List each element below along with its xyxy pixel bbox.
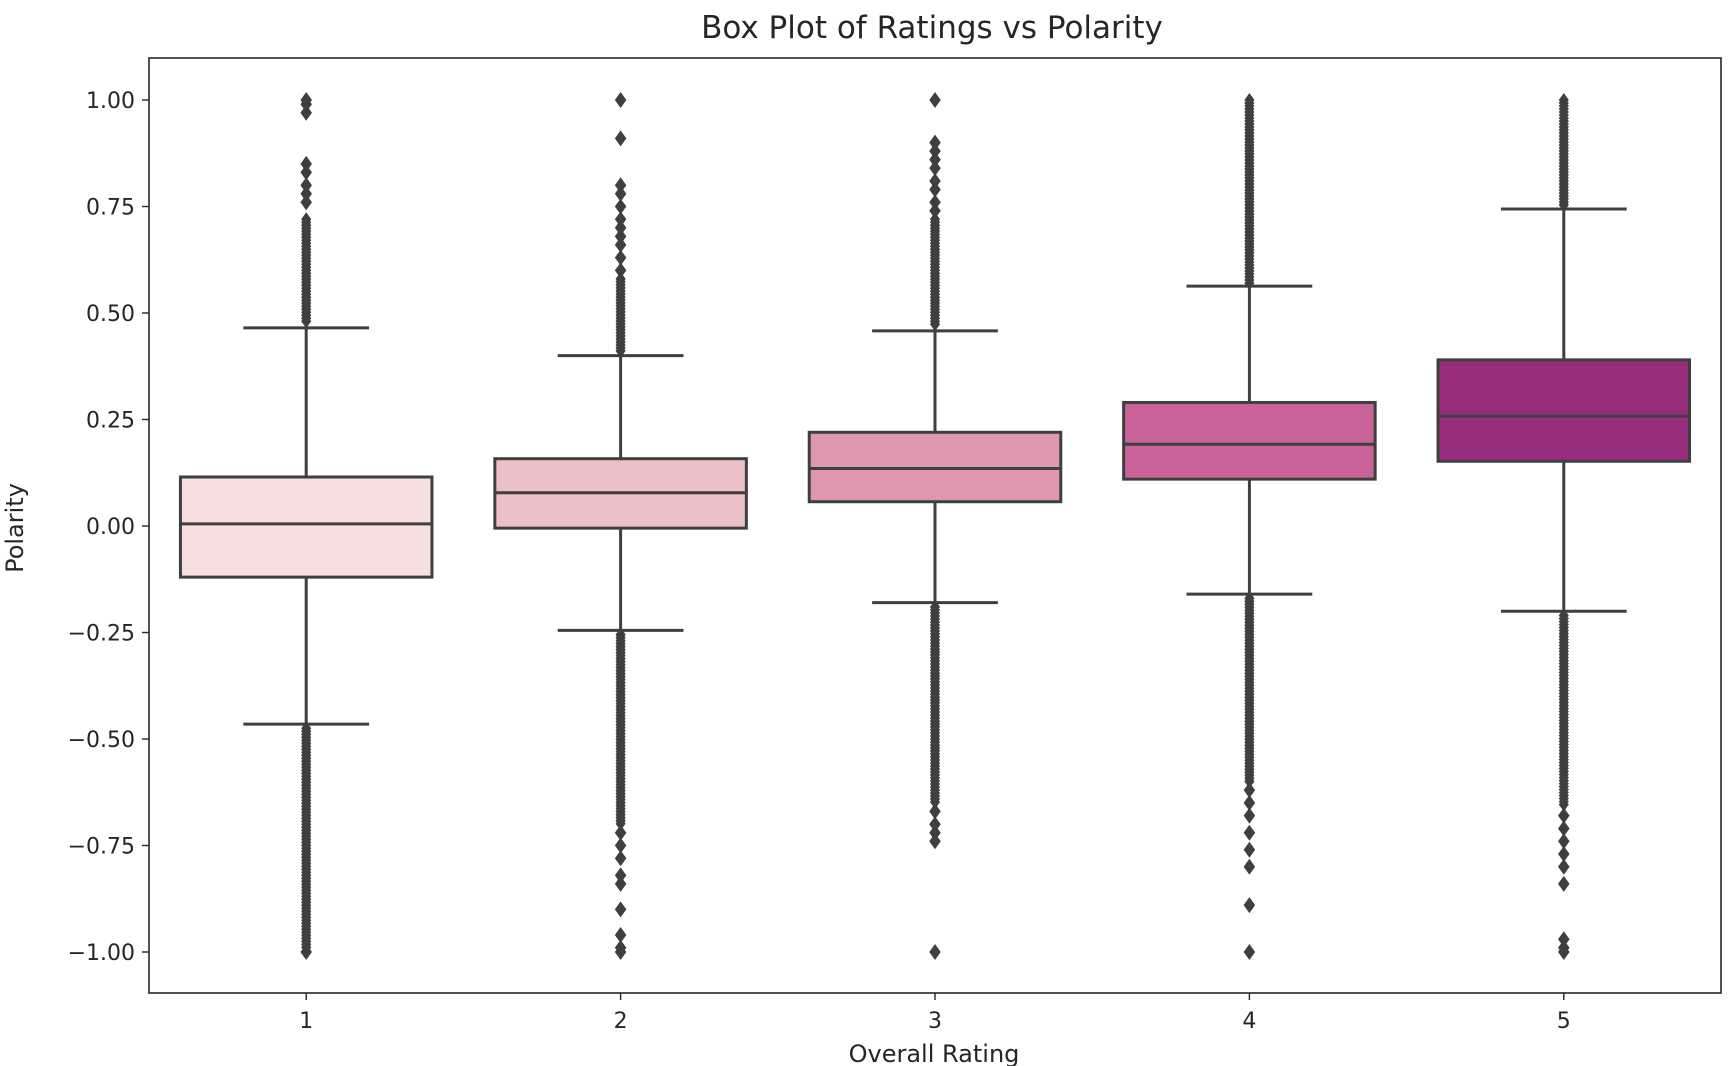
outlier-point (300, 194, 312, 211)
outlier-point (1558, 820, 1570, 837)
box-group-rating-5 (1436, 93, 1692, 960)
outlier-point (614, 824, 627, 841)
x-axis: 1 2 3 4 5 (299, 993, 1571, 1034)
outlier-point (929, 92, 941, 108)
outlier-point (614, 236, 627, 253)
outliers-low-dense (615, 627, 626, 831)
outlier-point (1558, 931, 1570, 948)
outlier-point (300, 164, 312, 181)
box-iqr (1436, 358, 1692, 463)
outlier-point (929, 824, 941, 841)
outlier-point (929, 143, 941, 160)
outlier-point (614, 850, 627, 867)
y-axis-label: Polarity (1, 483, 29, 573)
outlier-point (1243, 824, 1256, 841)
outliers-high-dense (1558, 93, 1569, 212)
outlier-point (300, 155, 312, 172)
outlier-point (614, 837, 627, 854)
outlier-point (1558, 875, 1570, 892)
outliers-high-dense (615, 271, 626, 358)
outlier-point (929, 181, 941, 198)
chart-title: Box Plot of Ratings vs Polarity (701, 10, 1163, 46)
outlier-point (1243, 858, 1256, 875)
outlier-point (929, 151, 941, 168)
x-tick-label: 2 (614, 1009, 628, 1034)
y-tick-label: 0.25 (86, 409, 135, 434)
outlier-point (929, 202, 941, 219)
y-tick-label: −0.75 (68, 835, 135, 860)
outliers-high-dense (1244, 93, 1255, 290)
outlier-point (929, 944, 941, 960)
outlier-point (929, 833, 941, 850)
y-tick-label: 0.00 (86, 515, 135, 540)
outlier-point (614, 211, 627, 228)
outlier-point (929, 134, 941, 151)
plot-area (178, 92, 1692, 960)
x-axis-label: Overall Rating (849, 1040, 1020, 1066)
outlier-point (1243, 782, 1256, 799)
box-group-rating-1 (178, 92, 434, 960)
outlier-point (614, 262, 627, 279)
outlier-point (614, 944, 627, 960)
x-tick-label: 4 (1242, 1009, 1256, 1034)
outlier-point (614, 228, 627, 245)
outlier-point (1558, 807, 1570, 824)
outlier-point (614, 130, 627, 147)
outlier-point (1243, 807, 1256, 824)
outlier-point (929, 816, 941, 833)
outliers-low-dense (1558, 608, 1569, 812)
y-tick-label: −0.50 (68, 728, 135, 753)
outlier-point (300, 92, 312, 108)
outlier-point (1243, 794, 1256, 811)
outlier-point (300, 185, 312, 202)
outlier-point (614, 219, 627, 236)
box-group-rating-2 (493, 92, 748, 960)
outlier-point (1558, 833, 1570, 850)
outlier-point (1243, 897, 1256, 914)
outlier-point (1558, 846, 1570, 863)
outlier-point (1243, 944, 1256, 960)
box-group-rating-3 (807, 92, 1063, 960)
box-group-rating-4 (1122, 93, 1377, 960)
outlier-point (929, 194, 941, 211)
outliers-high-dense (301, 212, 312, 329)
outlier-point (614, 198, 627, 215)
outliers-low-dense (301, 721, 312, 955)
outlier-point (614, 185, 627, 202)
outlier-point (300, 104, 312, 121)
outlier-point (614, 92, 627, 108)
box-iqr (1122, 400, 1377, 481)
outlier-point (929, 803, 941, 820)
outlier-point (614, 249, 627, 266)
outlier-point (614, 867, 627, 884)
outliers-low-dense (929, 599, 941, 809)
y-tick-label: 1.00 (86, 89, 135, 114)
outlier-point (929, 160, 941, 177)
outlier-point (1558, 858, 1570, 875)
outlier-point (614, 926, 627, 943)
outliers-high-dense (929, 212, 941, 332)
y-tick-label: 0.50 (86, 302, 135, 327)
outlier-point (300, 944, 312, 960)
y-axis: 1.00 0.75 0.50 0.25 0.00 −0.25 −0.50 −0.75 −1.00 (68, 89, 149, 966)
outliers-low-dense (1244, 591, 1255, 789)
x-tick-label: 5 (1557, 1009, 1571, 1034)
y-tick-label: −0.25 (68, 622, 135, 647)
outlier-point (1243, 841, 1256, 858)
x-tick-label: 1 (299, 1009, 313, 1034)
y-tick-label: −1.00 (68, 941, 135, 966)
y-tick-label: 0.75 (86, 196, 135, 221)
outlier-point (929, 172, 941, 189)
outlier-point (614, 177, 627, 194)
box-iqr (178, 475, 434, 579)
outlier-point (614, 875, 627, 892)
outlier-point (1558, 944, 1570, 960)
x-tick-label: 3 (928, 1009, 942, 1034)
outlier-point (300, 177, 312, 194)
outlier-point (614, 901, 627, 918)
